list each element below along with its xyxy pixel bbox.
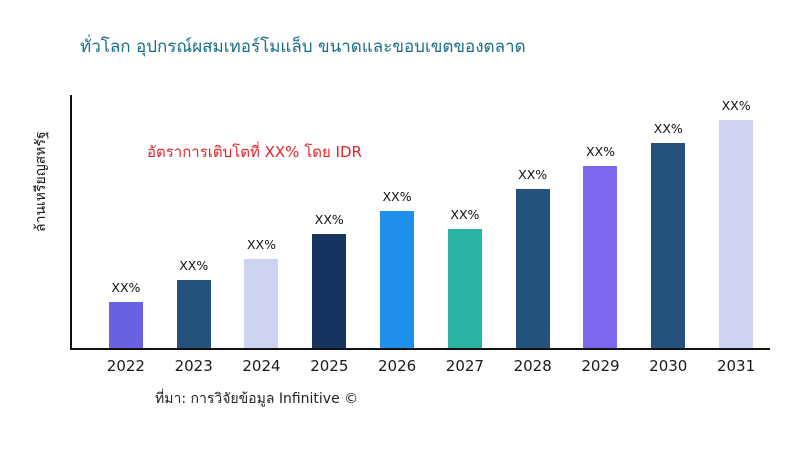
x-tick-label-2030: 2030 (649, 357, 688, 375)
bar-2026 (380, 211, 415, 348)
bar-value-label: XX% (382, 189, 412, 205)
bar-column-2025: XX% 2025 (295, 95, 363, 375)
x-tick-label-2031: 2031 (716, 357, 756, 375)
bar-value-label: XX% (585, 143, 615, 159)
bar-2029 (583, 165, 618, 348)
bar-2027 (447, 229, 482, 348)
x-tick-label-2023: 2023 (174, 357, 213, 375)
bar-value-label: XX% (111, 280, 141, 296)
x-tick-label-2025: 2025 (310, 357, 349, 375)
bar-value-label: XX% (518, 166, 548, 182)
bar-2024 (244, 259, 279, 348)
bar-value-label: XX% (450, 207, 480, 223)
bar-column-2023: XX% 2023 (160, 95, 228, 375)
bar-column-2026: XX% 2026 (363, 95, 431, 375)
bar-value-label: XX% (653, 121, 683, 137)
chart-title: ทั่วโลก อุปกรณ์ผสมเทอร์โมแล็บ ขนาดและขอบ… (80, 37, 526, 57)
bar-2023 (176, 279, 211, 348)
bar-2030 (651, 143, 686, 348)
x-tick-label-2024: 2024 (242, 357, 281, 375)
bar-column-2028: XX% 2028 (499, 95, 567, 375)
bar-column-2030: XX% 2030 (634, 95, 702, 375)
x-tick-label-2029: 2029 (581, 357, 620, 375)
x-tick-label-2028: 2028 (513, 357, 552, 375)
bar-value-label: XX% (179, 257, 209, 273)
bar-group: XX% 2022 XX% 2023 XX% 2024 XX% 2025 XX% 2026 XX% 20… (72, 95, 770, 375)
bar-column-2024: XX% 2024 (228, 95, 296, 375)
bar-2028 (515, 188, 550, 348)
bar-column-2031: XX% 2031 (702, 95, 770, 375)
bar-value-label: XX% (314, 212, 344, 228)
x-tick-label-2027: 2027 (445, 357, 484, 375)
x-tick-label-2026: 2026 (377, 357, 417, 375)
bar-value-label: XX% (721, 98, 751, 114)
y-axis-label: ล้านเหรียญสหรัฐ (33, 131, 49, 232)
bar-2031 (719, 120, 754, 348)
x-tick-label-2022: 2022 (106, 357, 145, 375)
plot-area: อัตราการเติบโตที่ XX% โดย IDR XX% 2022 XX%… (70, 95, 770, 375)
bar-column-2029: XX% 2029 (567, 95, 635, 375)
bar-2025 (312, 234, 347, 348)
bar-value-label: XX% (246, 237, 276, 253)
bar-column-2022: XX% 2022 (92, 95, 160, 375)
bar-2022 (108, 302, 143, 348)
bar-column-2027: XX% 2027 (431, 95, 499, 375)
source-note: ที่มา: การวิจัยข้อมูล Infinitive © (155, 391, 359, 407)
growth-rate-annotation: อัตราการเติบโตที่ XX% โดย IDR (147, 143, 362, 161)
